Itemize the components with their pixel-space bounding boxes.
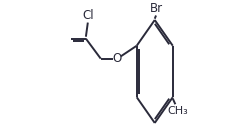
Text: CH₃: CH₃ (168, 106, 188, 116)
Text: Cl: Cl (82, 9, 94, 22)
Text: O: O (113, 52, 122, 65)
Text: Br: Br (149, 2, 163, 15)
